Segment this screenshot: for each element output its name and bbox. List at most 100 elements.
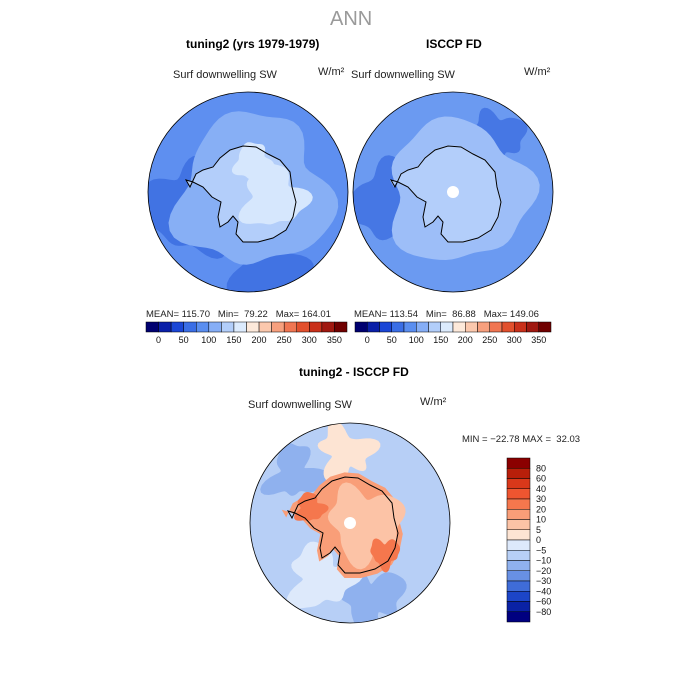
min-label: Min= (425, 309, 447, 320)
colorbar-1-tick-label: 300 (302, 335, 317, 345)
panel2-mean: 113.54 (389, 309, 418, 320)
colorbar-2-swatch (379, 321, 392, 333)
colorbar-2-tick-label: 50 (387, 335, 397, 345)
colorbar-1-swatch (321, 321, 335, 333)
colorbar-3-tick-label: −5 (536, 545, 546, 555)
colorbar-2-swatch (501, 321, 515, 333)
colorbar-1-swatch (271, 321, 285, 333)
colorbar-1-tick-label: 350 (327, 335, 342, 345)
panel2-map (353, 92, 553, 292)
colorbar-1-tick-label: 150 (226, 335, 241, 345)
colorbar-3-tick-label: 10 (536, 515, 546, 525)
panel1-map (148, 92, 348, 292)
colorbar-2-tick-label: 300 (507, 335, 522, 345)
map-border (352, 91, 554, 293)
colorbar-2-swatch (465, 321, 478, 333)
colorbar-3-swatch (506, 529, 531, 541)
colorbar-2-swatch (489, 321, 503, 333)
colorbar-3-tick-label: 80 (536, 463, 546, 473)
colorbar-2-swatch (367, 321, 380, 333)
map-border (249, 422, 451, 624)
map-contour (317, 423, 381, 486)
colorbar-1-swatch (196, 321, 210, 333)
antarctica-field (389, 145, 502, 243)
colorbar-3-tick-label: 5 (536, 525, 541, 535)
antarctica-field (281, 472, 403, 578)
mean-label: MEAN= (354, 309, 387, 320)
antarctica-coastline (389, 145, 502, 243)
colorbar-1-tick-label: 100 (201, 335, 216, 345)
colorbar-3-tick-label: −80 (536, 607, 551, 617)
colorbar-2-swatch (477, 321, 490, 333)
colorbar-1-swatch (170, 321, 184, 333)
pole-missing-data (447, 186, 459, 198)
antarctica-coastline (184, 145, 297, 243)
colorbar-3-swatch (506, 539, 531, 551)
colorbar-3-tick-label: 20 (536, 504, 546, 514)
map-field (353, 92, 553, 292)
mean-label: MEAN= (146, 309, 179, 320)
colorbar-2-tick-label: 200 (458, 335, 473, 345)
colorbar-1-swatch (334, 321, 348, 333)
map-contour (294, 492, 329, 521)
panel2-title: ISCCP FD (426, 37, 482, 51)
colorbar-1-swatch (258, 321, 272, 333)
colorbar-3-swatch (506, 498, 531, 510)
panel3-min: −22.78 (490, 434, 520, 445)
colorbar-2-swatch (403, 321, 417, 333)
colorbar-3-tick-label: −60 (536, 597, 551, 607)
map-contour (370, 538, 401, 573)
map-contour (238, 162, 313, 225)
panel1-stats: MEAN= 115.70 Min= 79.22 Max= 164.01 (146, 309, 331, 320)
pole-missing-data (344, 517, 356, 529)
panel1-variable: Surf downwelling SW (173, 69, 277, 81)
colorbar-1-swatch (221, 321, 235, 333)
panel1-units: W/m² (318, 66, 345, 78)
colorbar-1-swatch (183, 321, 197, 333)
colorbar-1-swatch (283, 321, 297, 333)
max-label: MAX = (522, 434, 551, 445)
colorbar-1-swatch (158, 321, 172, 333)
colorbar-3-swatch (506, 519, 531, 530)
panel2-min: 86.88 (452, 309, 476, 320)
panel3-variable: Surf downwelling SW (248, 399, 352, 411)
map-contour (471, 107, 528, 170)
colorbar-3-swatch (506, 478, 531, 489)
antarctica-coastline (286, 476, 399, 574)
max-label: Max= (275, 309, 300, 320)
colorbar-3-swatch (506, 488, 531, 500)
panel3-title: tuning2 - ISCCP FD (299, 365, 409, 379)
colorbar-2-tick-label: 350 (531, 335, 546, 345)
colorbar-2-tick-label: 250 (482, 335, 497, 345)
panel1-title: tuning2 (yrs 1979-1979) (186, 37, 320, 51)
colorbar-1-tick-label: 250 (277, 335, 292, 345)
colorbar-2-swatch (440, 321, 454, 333)
colorbar-3-swatch (506, 550, 531, 561)
min-label: Min= (217, 309, 239, 320)
panel2-units: W/m² (524, 66, 551, 78)
colorbar-2-swatch (452, 321, 466, 333)
colorbar-3-swatch (506, 509, 531, 520)
map-contour (260, 443, 331, 496)
colorbar-1-swatch (145, 321, 159, 333)
colorbar-1-swatch (208, 321, 222, 333)
map-field (148, 92, 348, 292)
colorbar-1-swatch (233, 321, 247, 333)
map-contour (231, 142, 275, 180)
colorbar-2-tick-label: 0 (365, 335, 370, 345)
colorbar-2-swatch (416, 321, 429, 333)
colorbar-1-swatch (296, 321, 310, 333)
colorbar-2-swatch (391, 321, 405, 333)
min-label: MIN = (462, 434, 488, 445)
panel3-units: W/m² (420, 396, 447, 408)
panel3-map (250, 423, 450, 623)
map-border (147, 91, 349, 293)
colorbar-3-tick-label: 40 (536, 484, 546, 494)
map-contour (337, 560, 407, 623)
max-label: Max= (483, 309, 508, 320)
colorbar-3-swatch (506, 580, 531, 592)
panel1-max: 164.01 (301, 309, 331, 320)
antarctica-field (186, 146, 296, 242)
